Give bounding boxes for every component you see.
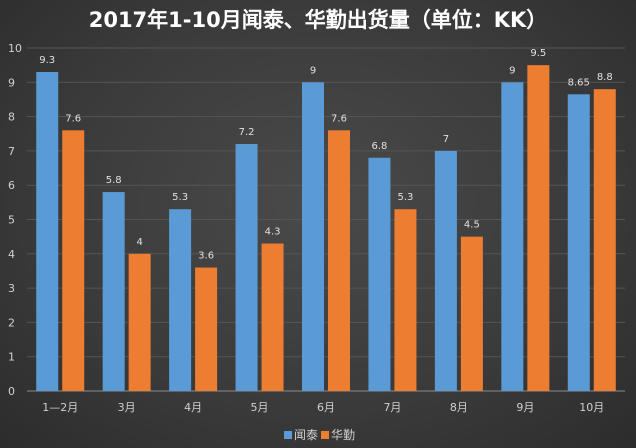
data-label: 9.5 bbox=[530, 48, 546, 59]
x-tick-label: 7月 bbox=[383, 401, 401, 414]
y-tick-label: 8 bbox=[8, 111, 15, 124]
legend-swatch bbox=[283, 431, 292, 439]
x-tick-label: 10月 bbox=[579, 401, 604, 414]
data-label: 4 bbox=[136, 237, 142, 248]
y-tick-label: 0 bbox=[8, 385, 15, 398]
bar-huaqin bbox=[527, 65, 550, 392]
x-tick-label: 4月 bbox=[184, 401, 202, 414]
x-tick-label: 6月 bbox=[317, 401, 335, 414]
y-tick-label: 6 bbox=[8, 179, 15, 192]
bar-wingtech bbox=[567, 94, 590, 392]
x-tick-label: 3月 bbox=[118, 401, 136, 414]
bar-wingtech bbox=[102, 192, 125, 391]
data-label: 4.3 bbox=[265, 227, 281, 238]
bar-huaqin bbox=[328, 130, 350, 391]
data-label: 9 bbox=[509, 65, 515, 76]
x-tick-label: 9月 bbox=[516, 401, 534, 414]
bar-huaqin bbox=[460, 236, 483, 391]
bar-wingtech bbox=[169, 209, 192, 391]
bar-huaqin bbox=[394, 209, 417, 391]
data-label: 8.8 bbox=[597, 72, 613, 83]
data-label: 5.3 bbox=[397, 192, 413, 203]
data-label: 7.6 bbox=[331, 113, 347, 124]
bar-huaqin bbox=[62, 130, 85, 391]
data-label: 8.65 bbox=[568, 77, 590, 88]
legend-label: 闻泰 bbox=[293, 428, 318, 442]
data-label: 5.8 bbox=[106, 175, 122, 186]
data-label: 4.5 bbox=[464, 220, 480, 231]
data-label: 7.6 bbox=[65, 113, 81, 124]
bar-huaqin bbox=[593, 89, 616, 391]
bar-huaqin bbox=[261, 243, 284, 391]
y-tick-label: 5 bbox=[8, 214, 15, 227]
x-tick-label: 5月 bbox=[251, 401, 269, 414]
data-label: 5.3 bbox=[172, 192, 188, 203]
legend-label: 华勤 bbox=[331, 428, 356, 442]
y-tick-label: 2 bbox=[8, 316, 15, 329]
y-tick-label: 1 bbox=[8, 351, 15, 364]
chart-title: 2017年1-10月闻泰、华勤出货量（单位：KK） bbox=[88, 8, 548, 32]
data-label: 9 bbox=[310, 65, 316, 76]
legend: 闻泰 华勤 bbox=[0, 426, 636, 443]
data-label: 3.6 bbox=[198, 251, 214, 262]
y-tick-label: 3 bbox=[8, 282, 15, 295]
legend-swatch bbox=[321, 431, 329, 439]
bar-huaqin bbox=[195, 267, 218, 391]
data-label: 7 bbox=[443, 134, 449, 145]
y-tick-label: 4 bbox=[8, 248, 15, 261]
bar-wingtech bbox=[36, 72, 59, 391]
y-tick-label: 10 bbox=[8, 42, 22, 55]
y-tick-label: 7 bbox=[8, 145, 15, 158]
y-tick-label: 9 bbox=[8, 76, 15, 89]
bar-wingtech bbox=[368, 157, 391, 391]
data-label: 7.2 bbox=[239, 127, 255, 138]
bar-huaqin bbox=[128, 253, 151, 391]
bar-wingtech bbox=[434, 150, 457, 391]
bar-wingtech bbox=[235, 144, 258, 391]
bar-wingtech bbox=[302, 82, 324, 392]
x-tick-label: 8月 bbox=[450, 401, 468, 414]
data-label: 6.8 bbox=[371, 141, 387, 152]
x-tick-label: 1—2月 bbox=[42, 401, 78, 414]
bar-wingtech bbox=[501, 82, 524, 392]
data-label: 9.3 bbox=[39, 55, 55, 66]
